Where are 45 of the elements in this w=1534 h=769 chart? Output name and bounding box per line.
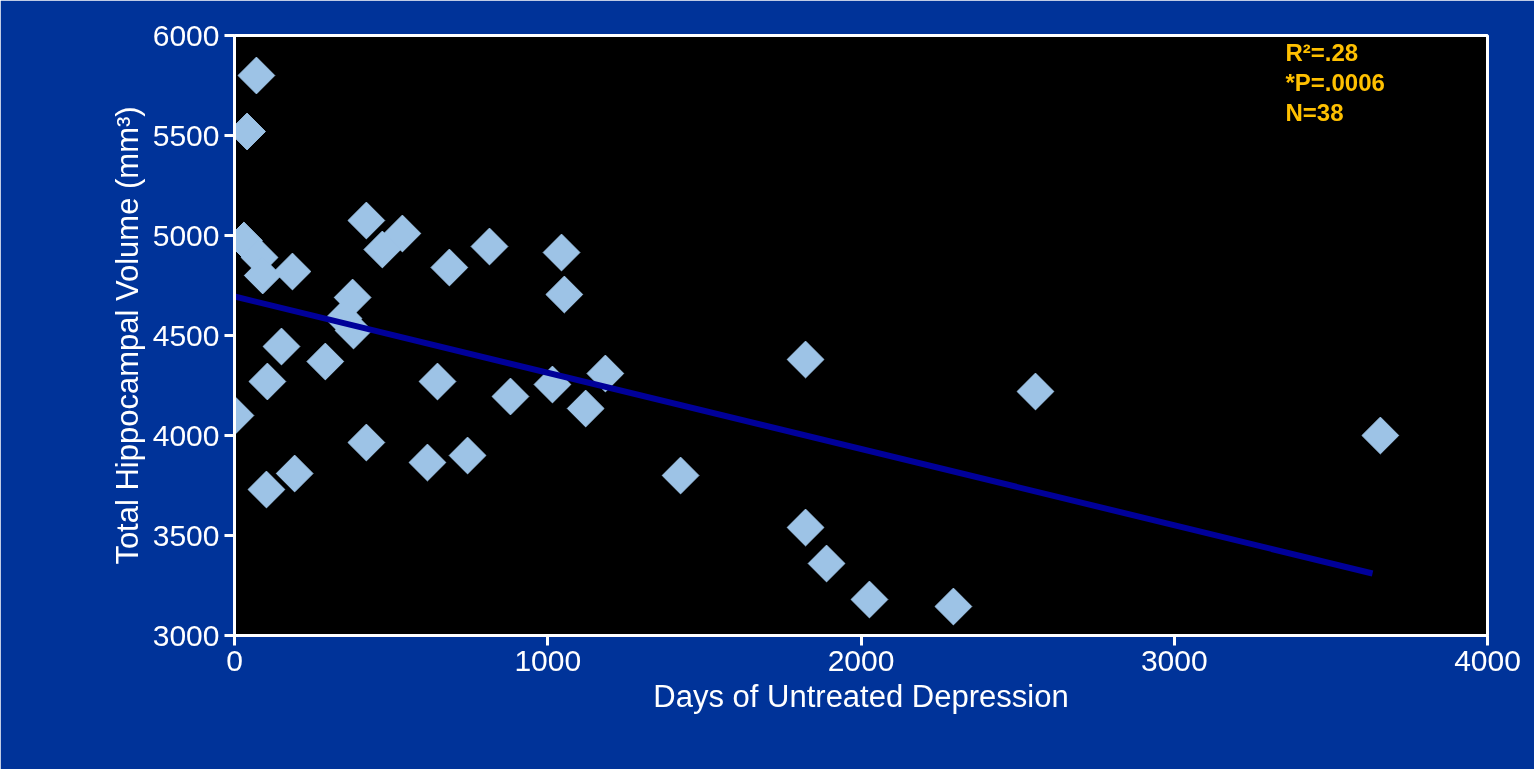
annotation: *P=.0006: [1285, 68, 1385, 96]
x-tick-label: 2000: [827, 643, 895, 677]
point: [1016, 372, 1055, 411]
x-tick-label: 3000: [1140, 643, 1208, 677]
point: [566, 389, 605, 428]
point: [542, 233, 581, 272]
point: [306, 342, 345, 381]
x-tick-label: 1000: [514, 643, 582, 677]
point: [491, 377, 530, 416]
point: [807, 544, 846, 583]
y-tick-label: 6000: [152, 18, 220, 52]
point: [661, 456, 700, 495]
point: [347, 201, 386, 240]
y-axis-title: Total Hippocampal Volume (mm³): [109, 106, 145, 565]
x-axis-title: Days of Untreated Depression: [653, 678, 1069, 714]
point: [262, 327, 301, 366]
point: [383, 214, 422, 253]
y-tick-label: 5500: [152, 118, 220, 152]
point: [408, 443, 447, 482]
point: [786, 340, 825, 379]
y-tick-label: 3000: [152, 618, 220, 652]
y-tick-label: 4000: [152, 418, 220, 452]
point: [247, 470, 286, 509]
point: [347, 423, 386, 462]
point: [1361, 416, 1400, 455]
y-tick-label: 3500: [152, 518, 220, 552]
point: [786, 508, 825, 547]
point: [448, 436, 487, 475]
point: [418, 362, 457, 401]
point: [273, 252, 312, 291]
y-tick-label: 5000: [152, 218, 220, 252]
point: [850, 580, 889, 619]
point: [430, 248, 469, 287]
point: [237, 56, 276, 95]
point: [275, 454, 314, 493]
point: [248, 362, 287, 401]
point: [363, 230, 402, 269]
point: [545, 275, 584, 314]
y-tick-label: 4500: [152, 318, 220, 352]
annotation: N=38: [1285, 98, 1344, 126]
x-tick-label: 4000: [1454, 643, 1521, 677]
point: [934, 587, 973, 626]
annotation: R²=.28: [1285, 38, 1359, 66]
point: [470, 227, 509, 266]
x-tick-label: 0: [226, 643, 243, 677]
